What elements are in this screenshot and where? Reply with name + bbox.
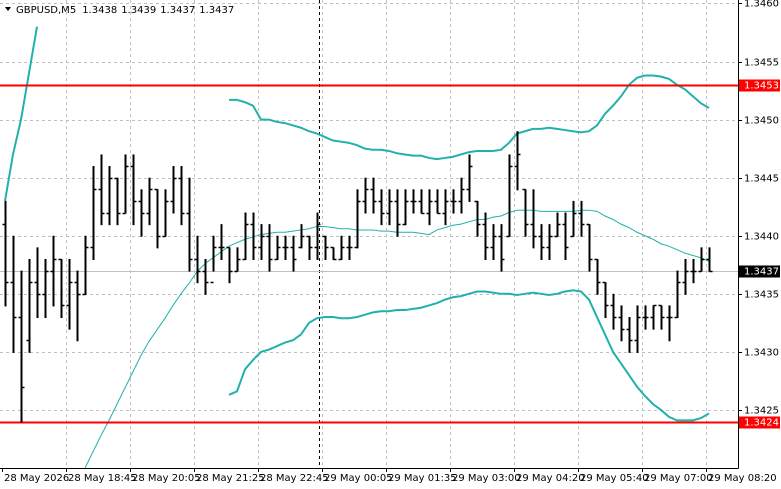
level-label-box <box>739 79 780 92</box>
x-tick-label: 29 May 00:05 <box>324 473 393 484</box>
x-tick-label: 29 May 03:00 <box>452 473 521 484</box>
y-tick-label: 1.3445 <box>744 174 779 185</box>
quote-high: 1.3439 <box>121 5 156 16</box>
x-tick-label: 28 May 2026 <box>4 473 69 484</box>
x-tick-label: 29 May 04:20 <box>516 473 585 484</box>
y-tick-label: 1.3435 <box>744 290 779 301</box>
y-tick-label: 1.3440 <box>744 232 779 243</box>
x-tick-label: 28 May 20:05 <box>132 473 201 484</box>
level-label: 1.3453 <box>744 81 779 92</box>
quote-low: 1.3437 <box>160 5 195 16</box>
x-tick-label: 29 May 01:35 <box>388 473 457 484</box>
y-tick-label: 1.3450 <box>744 116 779 127</box>
level-label: 1.3424 <box>744 418 779 429</box>
current-price-box <box>739 265 780 278</box>
y-tick-label: 1.3455 <box>744 58 779 69</box>
symbol: GBPUSD,M5 <box>16 5 76 16</box>
band-lower <box>228 289 710 422</box>
quote-open: 1.3438 <box>82 5 117 16</box>
current-price-label: 1.3437 <box>744 267 779 278</box>
plot <box>0 26 738 469</box>
level-label-box <box>739 416 780 429</box>
y-tick-label: 1.3430 <box>744 348 779 359</box>
y-tick-label: 1.3460 <box>744 0 779 10</box>
grid <box>0 0 738 468</box>
band-upper <box>4 26 38 202</box>
header: GBPUSD,M5 1.3438 1.3439 1.3437 1.3437 <box>16 5 234 16</box>
quote-close: 1.3437 <box>199 5 234 16</box>
x-tick-label: 29 May 05:40 <box>580 473 649 484</box>
header-icon <box>5 7 11 11</box>
x-tick-label: 28 May 18:45 <box>68 473 137 484</box>
x-tick-label: 29 May 08:20 <box>708 473 777 484</box>
x-tick-label: 29 May 07:00 <box>644 473 713 484</box>
y-tick-label: 1.3425 <box>744 406 779 417</box>
x-tick-label: 28 May 22:45 <box>260 473 329 484</box>
x-tick-label: 28 May 21:25 <box>196 473 265 484</box>
